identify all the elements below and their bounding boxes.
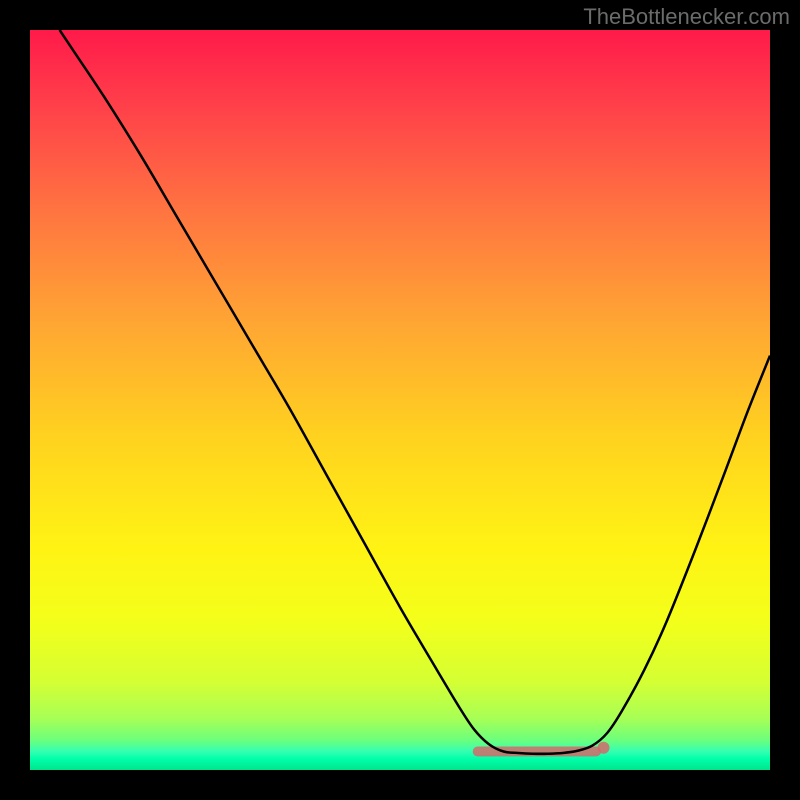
bottleneck-chart (0, 0, 800, 800)
watermark-text: TheBottlenecker.com (583, 4, 790, 30)
gradient-background (30, 30, 770, 770)
